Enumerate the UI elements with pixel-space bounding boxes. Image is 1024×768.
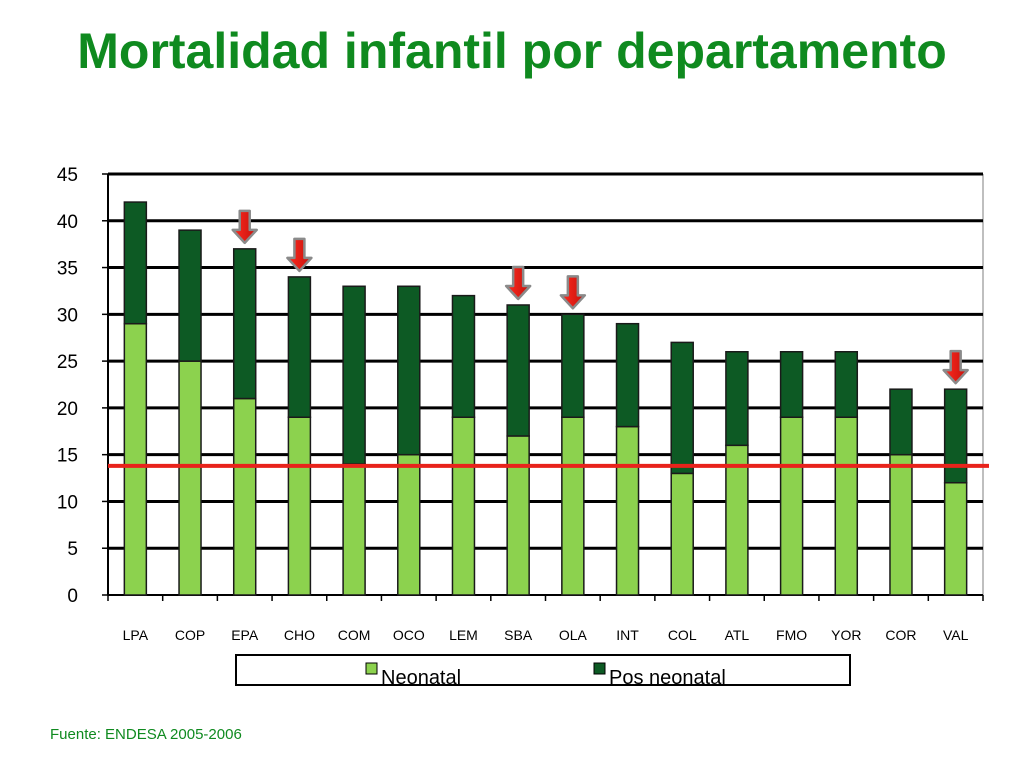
y-tick-label: 40 [57, 212, 78, 233]
bar-pos-neonatal [561, 313, 585, 418]
legend-box [235, 654, 851, 686]
bar-neonatal [397, 453, 421, 596]
bar-pos-neonatal [397, 285, 421, 456]
bar-pos-neonatal [615, 322, 640, 428]
bar-neonatal [943, 481, 968, 596]
x-tick-label: CHO [284, 627, 315, 643]
down-arrow-icon [504, 265, 532, 301]
bar-neonatal [178, 360, 202, 596]
y-tick-label: 0 [67, 586, 78, 607]
y-tick-label: 45 [57, 165, 78, 186]
legend: Neonatal Pos neonatal [235, 654, 851, 689]
bar-neonatal [779, 416, 804, 596]
bar-pos-neonatal [779, 351, 804, 418]
x-tick-label: COP [175, 627, 205, 643]
bar-pos-neonatal [834, 351, 859, 418]
bar-neonatal [123, 322, 148, 596]
x-tick-label: OLA [559, 627, 588, 643]
bar-neonatal [670, 472, 694, 596]
y-tick-label: 10 [57, 492, 78, 513]
bar-pos-neonatal [670, 341, 694, 475]
bar-pos-neonatal [287, 276, 312, 418]
legend-swatch-neonatal [365, 662, 378, 675]
x-tick-label: COM [338, 627, 371, 643]
legend-swatch-pos-neonatal [593, 662, 606, 675]
down-arrow-icon [942, 349, 969, 385]
bar-neonatal [287, 416, 312, 596]
bar-pos-neonatal [342, 285, 366, 465]
x-tick-label: FMO [776, 627, 807, 643]
y-tick-label: 15 [57, 446, 78, 467]
bar-pos-neonatal [889, 388, 913, 456]
y-tick-label: 20 [57, 399, 78, 420]
x-tick-label: SBA [504, 627, 533, 643]
slide-title: Mortalidad infantil por departamento [77, 23, 947, 79]
bar-neonatal [615, 425, 640, 596]
bar-pos-neonatal [506, 304, 530, 437]
bar-neonatal [342, 463, 366, 596]
bar-neonatal [232, 397, 257, 596]
down-arrow-icon [559, 275, 587, 310]
bar-pos-neonatal [451, 294, 476, 418]
bar-pos-neonatal [232, 248, 257, 400]
legend-label-pos-neonatal: Pos neonatal [609, 667, 726, 689]
bar-pos-neonatal [123, 201, 148, 325]
x-tick-label: LPA [123, 627, 149, 643]
bar-neonatal [451, 416, 476, 596]
highlight-arrows [231, 209, 969, 385]
down-arrow-icon [286, 237, 313, 273]
x-tick-label: COR [885, 627, 916, 643]
x-tick-label: LEM [449, 627, 478, 643]
bar-neonatal [506, 435, 530, 596]
x-tick-label: OCO [393, 627, 425, 643]
source-note: Fuente: ENDESA 2005-2006 [50, 726, 242, 743]
x-tick-label: COL [668, 627, 697, 643]
bar-neonatal [889, 453, 913, 596]
x-tick-label: ATL [725, 627, 750, 643]
bar-pos-neonatal [178, 229, 202, 362]
x-tick-label: EPA [231, 627, 259, 643]
y-tick-label: 5 [67, 539, 78, 560]
bar-neonatal [834, 416, 859, 596]
bars [123, 201, 968, 596]
bar-pos-neonatal [943, 388, 968, 484]
x-tick-label: VAL [943, 627, 969, 643]
y-tick-label: 30 [57, 305, 78, 326]
bar-pos-neonatal [725, 351, 749, 447]
legend-label-neonatal: Neonatal [381, 667, 461, 689]
x-tick-label: INT [616, 627, 639, 643]
down-arrow-icon [231, 209, 258, 245]
bar-neonatal [561, 416, 585, 596]
x-tick-label: YOR [831, 627, 861, 643]
y-tick-label: 35 [57, 259, 78, 280]
y-tick-label: 25 [57, 352, 78, 373]
stacked-bar-chart: 0 5 10 15 20 25 30 35 40 45 LPA COP EPA CHO COM OCO LEM S… [57, 165, 989, 689]
